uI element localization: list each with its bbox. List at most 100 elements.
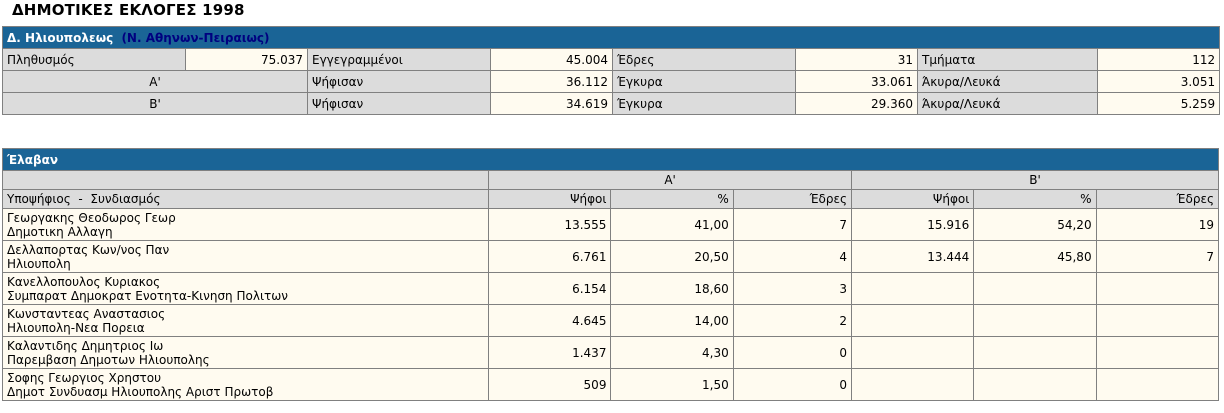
round-a-votes: 4.645 [488,304,612,337]
candidate-name: Δελλαπορτας Κων/νος Παν [7,242,170,257]
votes-column-header: Ψήφοι [488,189,612,209]
candidate-cell: Καλαντιδης Δημητριος Ιω Παρεμβαση Δημοτω… [1,336,490,369]
candidate-cell: Κωνσταντεας Αναστασιος Ηλιουπολη-Νεα Πορ… [1,304,490,337]
population-value: 75.037 [185,48,308,71]
candidate-name: Καλαντιδης Δημητριος Ιω [7,338,164,353]
round-a-votes: 1.437 [488,336,612,369]
summary-row-round-a: Α' Ψήφισαν 36.112 Έγκυρα 33.061 Άκυρα/Λε… [2,70,1221,93]
candidate-list: Συμπαρατ Δημοκρατ Ενοτητα-Κινηση Πολιτων [7,288,288,303]
invalid-value: 3.051 [1096,70,1221,93]
round-b-seats [1095,304,1220,337]
table-row: Κωνσταντεας Αναστασιος Ηλιουπολη-Νεα Πορ… [1,304,1220,337]
candidate-cell: Γεωργακης Θεοδωρος Γεωρ Δημοτικη Αλλαγη [1,208,490,241]
round-a-pct: 4,30 [610,336,734,369]
invalid-label: Άκυρα/Λευκά [917,92,1098,115]
round-b-seats [1095,272,1220,305]
blank-cell [1,170,490,190]
round-b-header: Β' [851,170,1219,190]
round-b-seats [1095,336,1220,369]
candidate-column-header: Υποψήφιος - Συνδιασμός [1,189,490,209]
round-b-pct [973,272,1097,305]
sections-value: 112 [1096,48,1221,71]
round-a-seats: 0 [732,368,853,401]
voted-value: 34.619 [490,92,613,115]
valid-value: 33.061 [795,70,918,93]
round-b-seats [1095,368,1220,401]
round-a-seats: 2 [732,304,853,337]
column-header-row: Υποψήφιος - Συνδιασμός Ψήφοι % Έδρες Ψήφ… [1,189,1220,209]
results-header: Έλαβαν [2,148,1219,171]
round-a-votes: 509 [488,368,612,401]
table-row: Καλαντιδης Δημητριος Ιω Παρεμβαση Δημοτω… [1,336,1220,369]
valid-label: Έγκυρα [612,92,796,115]
pct-column-header: % [973,189,1097,209]
seats-column-header: Έδρες [1095,189,1220,209]
round-a-pct: 18,60 [610,272,734,305]
round-a-votes: 6.154 [488,272,612,305]
table-row: Κανελλοπουλος Κυριακος Συμπαρατ Δημοκρατ… [1,272,1220,305]
round-b-votes [851,336,975,369]
seats-column-header: Έδρες [732,189,853,209]
candidate-list: Δημοτ Συνδυασμ Ηλιουπολης Αριστ Πρωτοβ [7,384,274,399]
page-title: ΔΗΜΟΤΙΚΕΣ ΕΚΛΟΓΕΣ 1998 [12,1,245,19]
pct-column-header: % [610,189,734,209]
candidate-name: Γεωργακης Θεοδωρος Γεωρ [7,210,176,225]
candidate-cell: Δελλαπορτας Κων/νος Παν Ηλιουπολη [1,240,490,273]
seats-label: Έδρες [612,48,796,71]
round-b-votes [851,304,975,337]
sections-label: Τμήματα [917,48,1098,71]
summary-table: Δ. Ηλιουπολεως (Ν. Αθηνων-Πειραιως) Πληθ… [1,26,1221,115]
round-a-seats: 3 [732,272,853,305]
round-b-pct [973,336,1097,369]
candidate-cell: Κανελλοπουλος Κυριακος Συμπαρατ Δημοκρατ… [1,272,490,305]
invalid-label: Άκυρα/Λευκά [917,70,1098,93]
results-header-label: Έλαβαν [2,148,1219,171]
round-b-seats: 7 [1095,240,1220,273]
voted-value: 36.112 [490,70,613,93]
summary-row-round-b: Β' Ψήφισαν 34.619 Έγκυρα 29.360 Άκυρα/Λε… [2,92,1221,115]
round-a-seats: 4 [732,240,853,273]
valid-value: 29.360 [795,92,918,115]
round-a-header: Α' [488,170,853,190]
candidate-name: Σοφης Γεωργιος Χρηστου [7,370,162,385]
municipality-name: Δ. Ηλιουπολεως [7,30,114,45]
round-b-seats: 19 [1095,208,1220,241]
round-label: Β' [2,92,308,115]
candidate-list: Ηλιουπολη-Νεα Πορεια [7,320,145,335]
candidate-cell: Σοφης Γεωργιος Χρηστου Δημοτ Συνδυασμ Ηλ… [1,368,490,401]
table-row: Γεωργακης Θεοδωρος Γεωρ Δημοτικη Αλλαγη … [1,208,1220,241]
round-b-votes [851,272,975,305]
summary-row-general: Πληθυσμός 75.037 Εγγεγραμμένοι 45.004 Έδ… [2,48,1221,71]
round-a-pct: 20,50 [610,240,734,273]
valid-label: Έγκυρα [612,70,796,93]
registered-value: 45.004 [490,48,613,71]
round-a-votes: 13.555 [488,208,612,241]
candidate-list: Ηλιουπολη [7,256,71,271]
seats-value: 31 [795,48,918,71]
results-table: Έλαβαν Α' Β' Υποψήφιος - Συνδιασμός Ψήφο… [1,148,1220,401]
registered-label: Εγγεγραμμένοι [307,48,491,71]
round-b-pct: 45,80 [973,240,1097,273]
table-row: Σοφης Γεωργιος Χρηστου Δημοτ Συνδυασμ Ηλ… [1,368,1220,401]
round-b-votes: 15.916 [851,208,975,241]
round-a-seats: 7 [732,208,853,241]
round-header-row: Α' Β' [1,170,1219,190]
prefecture-name: (Ν. Αθηνων-Πειραιως) [121,30,270,45]
votes-column-header: Ψήφοι [851,189,975,209]
voted-label: Ψήφισαν [307,92,491,115]
population-label: Πληθυσμός [2,48,186,71]
candidate-list: Δημοτικη Αλλαγη [7,224,113,239]
municipality-header: Δ. Ηλιουπολεως (Ν. Αθηνων-Πειραιως) [1,26,1221,49]
invalid-value: 5.259 [1096,92,1221,115]
round-label: Α' [2,70,308,93]
round-a-pct: 14,00 [610,304,734,337]
table-row: Δελλαπορτας Κων/νος Παν Ηλιουπολη 6.761 … [1,240,1220,273]
round-b-pct [973,368,1097,401]
candidate-name: Κανελλοπουλος Κυριακος [7,274,161,289]
round-a-pct: 41,00 [610,208,734,241]
candidate-list: Παρεμβαση Δημοτων Ηλιουπολης [7,352,210,367]
round-b-votes: 13.444 [851,240,975,273]
round-a-pct: 1,50 [610,368,734,401]
round-a-votes: 6.761 [488,240,612,273]
round-b-votes [851,368,975,401]
